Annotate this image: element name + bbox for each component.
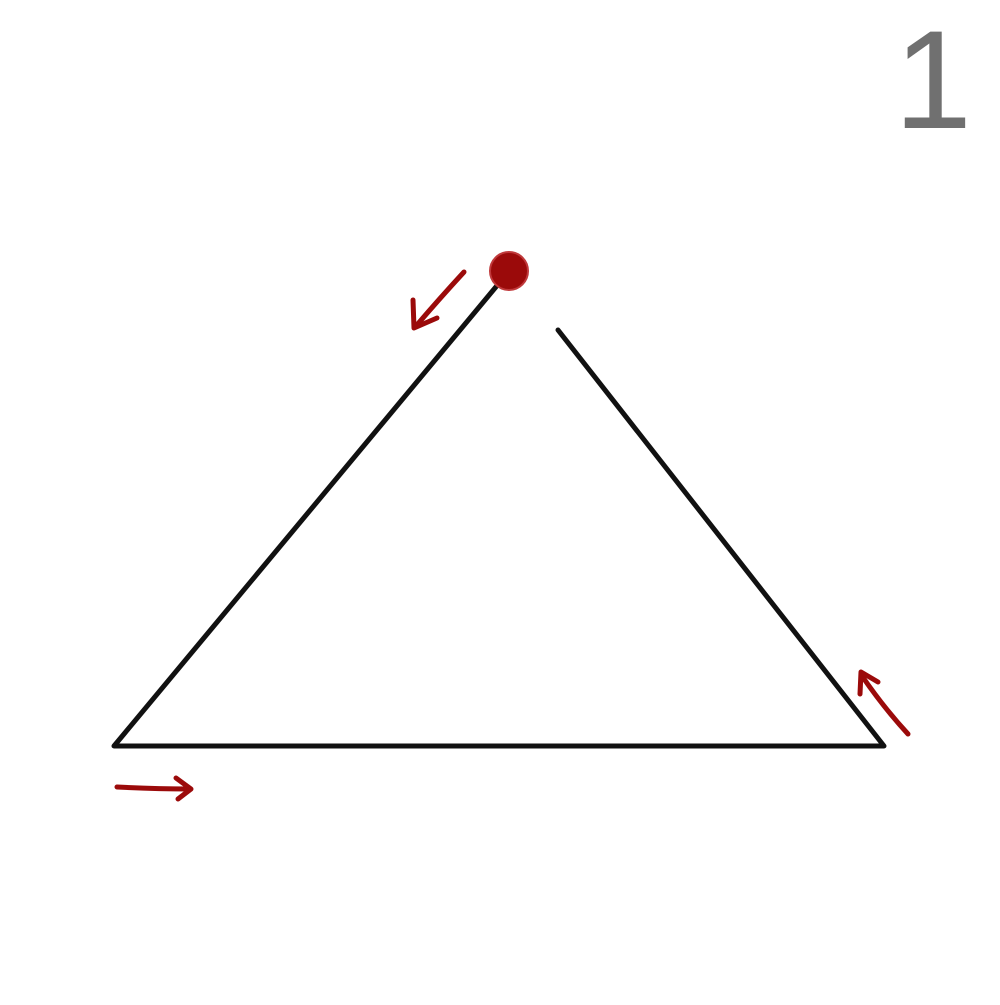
arrow-down-left-icon (410, 269, 467, 331)
step-number: 1 (894, 1, 972, 158)
arrow-right-icon (114, 775, 194, 802)
arrow-up-left-icon (857, 669, 911, 737)
start-dot-icon (489, 251, 529, 291)
triangle-outline (111, 279, 887, 749)
